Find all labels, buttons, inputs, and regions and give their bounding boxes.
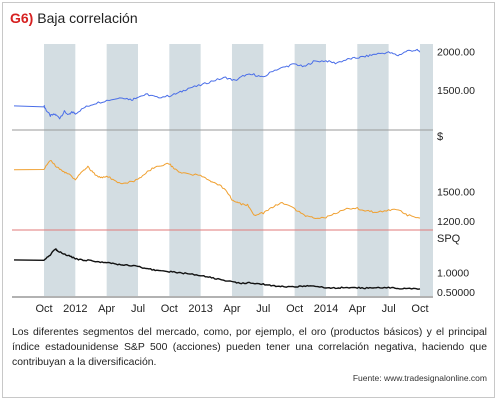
panel-unit-label: $ bbox=[437, 131, 443, 143]
shaded-band bbox=[419, 44, 433, 296]
x-tick-label: Jul bbox=[256, 303, 270, 315]
series-line-gold bbox=[13, 160, 421, 219]
x-tick-label: 2013 bbox=[188, 303, 212, 315]
x-tick-labels: Oct 2012 Apr Jul Oct 2013 Apr Jul Oct 2014 Apr Jul O… bbox=[35, 303, 428, 315]
x-tick-label: Apr bbox=[223, 303, 240, 315]
panel-dividers bbox=[12, 129, 433, 298]
shaded-band bbox=[169, 44, 201, 296]
x-tick-label: Oct bbox=[161, 303, 178, 315]
x-tick-label: Apr bbox=[98, 303, 115, 315]
figure-label: G6) bbox=[10, 10, 34, 26]
chart-source: Fuente: www.tradesignalonline.com bbox=[352, 373, 487, 383]
chart-title: G6) Baja correlación bbox=[10, 10, 138, 26]
shaded-band bbox=[231, 44, 264, 296]
x-tick-label: Apr bbox=[349, 303, 366, 315]
y-tick-label: 1500.00 bbox=[437, 186, 475, 198]
shaded-band bbox=[44, 44, 76, 296]
shaded-band bbox=[357, 44, 389, 296]
chart-caption: Los diferentes segmentos del mercado, co… bbox=[12, 327, 487, 368]
x-tick-label: 2012 bbox=[63, 303, 87, 315]
y-tick-label: 1500.00 bbox=[437, 85, 475, 97]
y-tick-label: 2000.00 bbox=[437, 47, 475, 59]
series-lines bbox=[13, 48, 421, 290]
x-tick-label: Oct bbox=[35, 303, 52, 315]
x-tick-label: 2014 bbox=[314, 303, 338, 315]
y-tick-label: 1200.00 bbox=[437, 216, 475, 228]
series-line-spq bbox=[13, 248, 421, 290]
y-tick-labels: 2000.00 1500.00 1500.00 1200.00 $1.0000 0.500… bbox=[437, 47, 475, 299]
y-tick-label: 0.50000 bbox=[437, 287, 475, 299]
shaded-band bbox=[294, 44, 326, 296]
shaded-band bbox=[106, 44, 138, 296]
y-tick-label: 1.0000 bbox=[437, 267, 469, 279]
x-tick-label: Oct bbox=[411, 303, 428, 315]
x-tick-label: Jul bbox=[131, 303, 145, 315]
x-tick-label: Jul bbox=[382, 303, 396, 315]
shaded-quarter-bands bbox=[44, 44, 433, 296]
chart-area: 2000.00 1500.00 1500.00 1200.00 $1.0000 0.500… bbox=[12, 44, 475, 315]
figure-title: Baja correlación bbox=[37, 10, 138, 26]
x-tick-label: Oct bbox=[286, 303, 303, 315]
panel-unit-label: SPQ bbox=[437, 233, 461, 245]
series-line-s-p-500 bbox=[13, 48, 421, 120]
